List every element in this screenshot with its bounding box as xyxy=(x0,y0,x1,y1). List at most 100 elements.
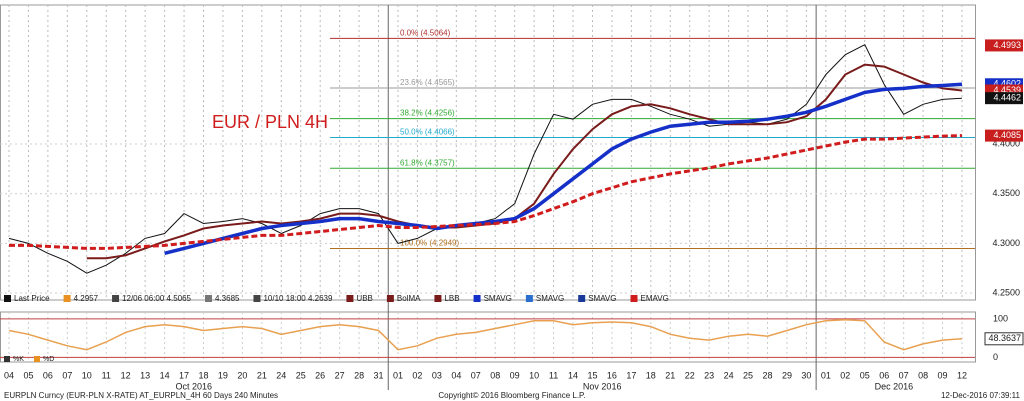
legend-swatch xyxy=(473,295,481,302)
x-tick-label: 05 xyxy=(860,370,870,380)
month-label: Dec 2016 xyxy=(875,381,914,391)
price-tag xyxy=(985,92,1023,105)
legend-swatch xyxy=(630,295,638,302)
x-tick-label: 28 xyxy=(354,370,364,380)
legend-label: SMAVG xyxy=(484,294,512,303)
legend-swatch xyxy=(578,295,586,302)
osc-tag xyxy=(984,332,1024,346)
x-tick-label: 11 xyxy=(549,370,558,380)
y-tick-label: 4.3000 xyxy=(992,238,1020,248)
x-tick-label: 06 xyxy=(43,370,53,380)
x-tick-label: 21 xyxy=(665,370,675,380)
x-tick-label: 10 xyxy=(82,370,92,380)
x-tick-label: 27 xyxy=(335,370,345,380)
plot-frame xyxy=(0,4,976,301)
x-tick-label: 28 xyxy=(763,370,773,380)
osc-tick-label: 100 xyxy=(993,313,1008,323)
x-tick-label: 07 xyxy=(62,370,72,380)
x-tick-label: 25 xyxy=(743,370,753,380)
x-tick-label: 25 xyxy=(296,370,306,380)
legend-label: 4.3685 xyxy=(215,294,240,303)
legend-label: 10/10 18:00 4.2639 xyxy=(263,294,333,303)
series-line xyxy=(164,82,963,255)
legend-swatch xyxy=(386,295,394,302)
x-tick-label: 02 xyxy=(412,370,422,380)
fib-label: 50.0% (4.4066) xyxy=(400,128,455,137)
x-tick-label: 04 xyxy=(451,370,461,380)
legend-label: SMAVG xyxy=(536,294,564,303)
osc-legend-label: %K xyxy=(13,356,24,363)
legend-label: SMAVG xyxy=(588,294,616,303)
x-tick-label: 17 xyxy=(179,370,189,380)
legend-label: LBB xyxy=(444,294,459,303)
legend-swatch xyxy=(346,295,354,302)
legend-label: BolMA xyxy=(397,294,421,303)
fib-label: 100.0% (4.2949) xyxy=(400,239,459,248)
price-tag-label: 4.4993 xyxy=(993,40,1021,50)
legend-swatch xyxy=(112,295,120,302)
x-tick-label: 08 xyxy=(490,370,500,380)
osc-tick-label: 0 xyxy=(993,352,998,362)
x-tick-label: 15 xyxy=(587,370,597,380)
price-tag xyxy=(985,39,1023,52)
legend-label: UBB xyxy=(356,294,372,303)
x-tick-label: 07 xyxy=(899,370,909,380)
x-tick-label: 16 xyxy=(607,370,617,380)
x-tick-label: 14 xyxy=(568,370,578,380)
x-tick-label: 17 xyxy=(626,370,636,380)
osc-line xyxy=(8,318,963,351)
x-tick-label: 13 xyxy=(140,370,150,380)
price-tag xyxy=(985,129,1023,142)
x-tick-label: 02 xyxy=(840,370,850,380)
footer-right: 12-Dec-2016 07:39:11 xyxy=(941,391,1021,400)
x-tick-label: 12 xyxy=(957,370,967,380)
x-tick-label: 30 xyxy=(801,370,811,380)
legend-label: 4.2957 xyxy=(74,294,99,303)
x-tick-label: 05 xyxy=(23,370,33,380)
y-tick-label: 4.2500 xyxy=(992,287,1020,297)
footer-left: EURPLN Curncy (EUR-PLN X-RATE) AT_EURPLN… xyxy=(4,391,278,400)
x-tick-label: 23 xyxy=(704,370,714,380)
y-tick-label: 4.3500 xyxy=(992,188,1020,198)
month-label: Oct 2016 xyxy=(175,381,212,391)
osc-frame xyxy=(0,311,976,363)
fib-label: 23.6% (4.4565) xyxy=(400,78,455,87)
x-tick-label: 08 xyxy=(918,370,928,380)
x-tick-label: 07 xyxy=(471,370,481,380)
x-tick-label: 01 xyxy=(821,370,831,380)
chart-title: EUR / PLN 4H xyxy=(212,112,328,132)
x-tick-label: 22 xyxy=(685,370,695,380)
fib-label: 0.0% (4.5064) xyxy=(400,28,451,37)
price-tag-label: 4.4602 xyxy=(993,79,1021,89)
x-tick-label: 18 xyxy=(646,370,656,380)
x-tick-label: 09 xyxy=(938,370,948,380)
y-tick-label: 4.4000 xyxy=(992,138,1020,148)
legend-swatch xyxy=(434,295,442,302)
x-tick-label: 14 xyxy=(160,370,170,380)
series-line xyxy=(9,134,963,250)
x-tick-label: 24 xyxy=(724,370,734,380)
x-tick-label: 06 xyxy=(879,370,889,380)
fib-label: 61.8% (4.3757) xyxy=(400,158,455,167)
x-tick-label: 19 xyxy=(218,370,228,380)
price-tag-label: 4.4539 xyxy=(993,85,1021,95)
legend-swatch xyxy=(525,295,533,302)
fib-label: 38.2% (4.4256) xyxy=(400,109,455,118)
x-tick-label: 31 xyxy=(374,370,384,380)
x-tick-label: 18 xyxy=(198,370,208,380)
x-tick-label: 20 xyxy=(237,370,247,380)
price-tag-label: 4.4462 xyxy=(993,93,1021,103)
legend-swatch xyxy=(63,295,71,302)
x-tick-label: 21 xyxy=(257,370,267,380)
price-tag-label: 4.4085 xyxy=(993,130,1021,140)
x-tick-label: 04 xyxy=(4,370,14,380)
footer-center: Copyright© 2016 Bloomberg Finance L.P. xyxy=(438,391,585,400)
x-tick-label: 03 xyxy=(432,370,442,380)
legend-label: 12/06 06:00 4.5065 xyxy=(122,294,192,303)
osc-legend-swatch xyxy=(4,356,10,362)
osc-tag-label: 48.3637 xyxy=(988,333,1021,343)
x-tick-label: 26 xyxy=(315,370,325,380)
legend-swatch xyxy=(253,295,261,302)
